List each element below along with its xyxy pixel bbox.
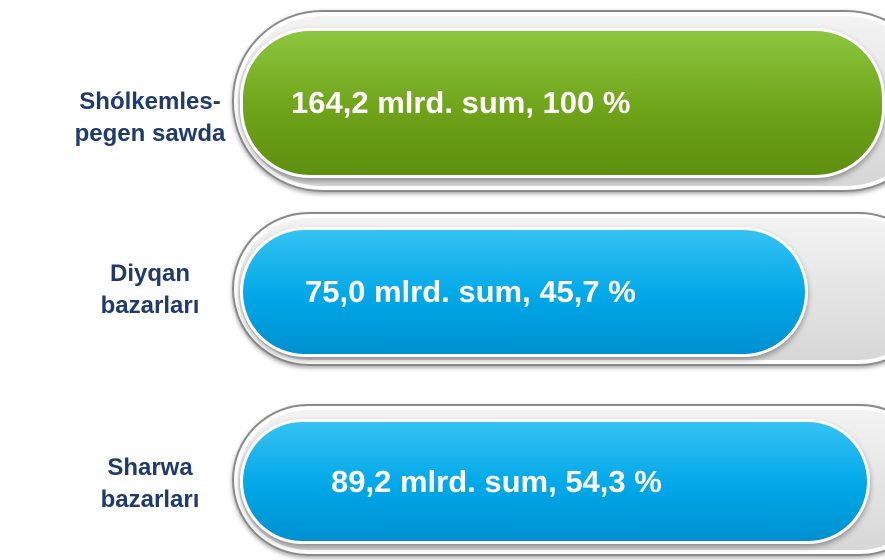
row-label: Diyqan bazarları [100, 260, 200, 319]
row-label: Shólkemles-pegen sawda [74, 88, 226, 147]
bar: 164,2 mlrd. sum, 100 % [240, 28, 885, 178]
bar: 89,2 mlrd. sum, 54,3 % [240, 419, 870, 544]
bar-text: 75,0 mlrd. sum, 45,7 % [305, 274, 636, 309]
bar: 75,0 mlrd. sum, 45,7 % [240, 227, 808, 357]
bar-text: 164,2 mlrd. sum, 100 % [291, 85, 631, 120]
row-label: Sharwa bazarları [100, 454, 200, 513]
bar-text: 89,2 mlrd. sum, 54,3 % [331, 463, 662, 499]
